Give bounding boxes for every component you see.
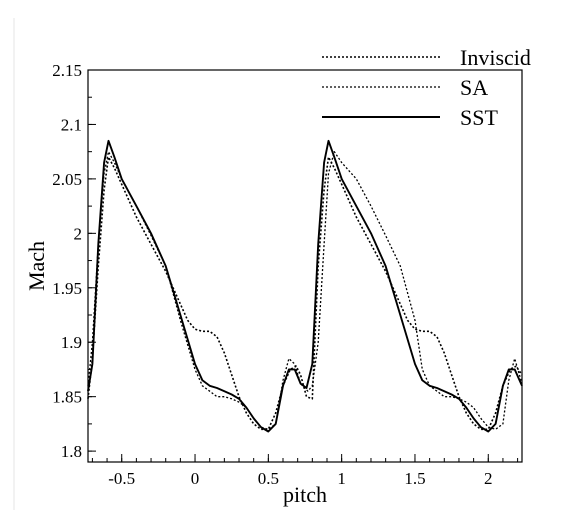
x-tick-label: 2 <box>484 469 493 488</box>
x-axis-ticks: -0.5 0 0.5 1 1.5 2 <box>91 454 519 488</box>
plot-frame <box>87 69 523 463</box>
plot-area <box>87 69 523 463</box>
y-tick-label: 2 <box>74 224 83 243</box>
x-axis-label: pitch <box>283 482 327 507</box>
y-tick-label: 2.1 <box>61 115 82 134</box>
series-lines <box>87 139 523 433</box>
legend: Inviscid SA SST <box>322 45 531 130</box>
x-tick-label: 0 <box>191 469 200 488</box>
x-tick-label: 1.5 <box>404 469 425 488</box>
legend-label-sa: SA <box>460 75 488 100</box>
x-tick-label: -0.5 <box>108 469 135 488</box>
x-tick-label: 1 <box>337 469 346 488</box>
series-line-sst <box>87 139 523 433</box>
y-tick-label: 2.05 <box>52 170 82 189</box>
y-tick-label: 1.95 <box>52 279 82 298</box>
legend-label-sst: SST <box>460 105 498 130</box>
y-tick-label: 1.85 <box>52 388 82 407</box>
y-axis-label: Mach <box>24 241 49 291</box>
y-tick-label: 1.8 <box>61 442 82 461</box>
y-axis-ticks: 1.8 1.85 1.9 1.95 2 2.05 2.1 2.15 <box>52 61 96 461</box>
legend-label-inviscid: Inviscid <box>460 45 531 70</box>
y-tick-label: 1.9 <box>61 333 82 352</box>
y-tick-label: 2.15 <box>52 61 82 80</box>
x-tick-label: 0.5 <box>258 469 279 488</box>
